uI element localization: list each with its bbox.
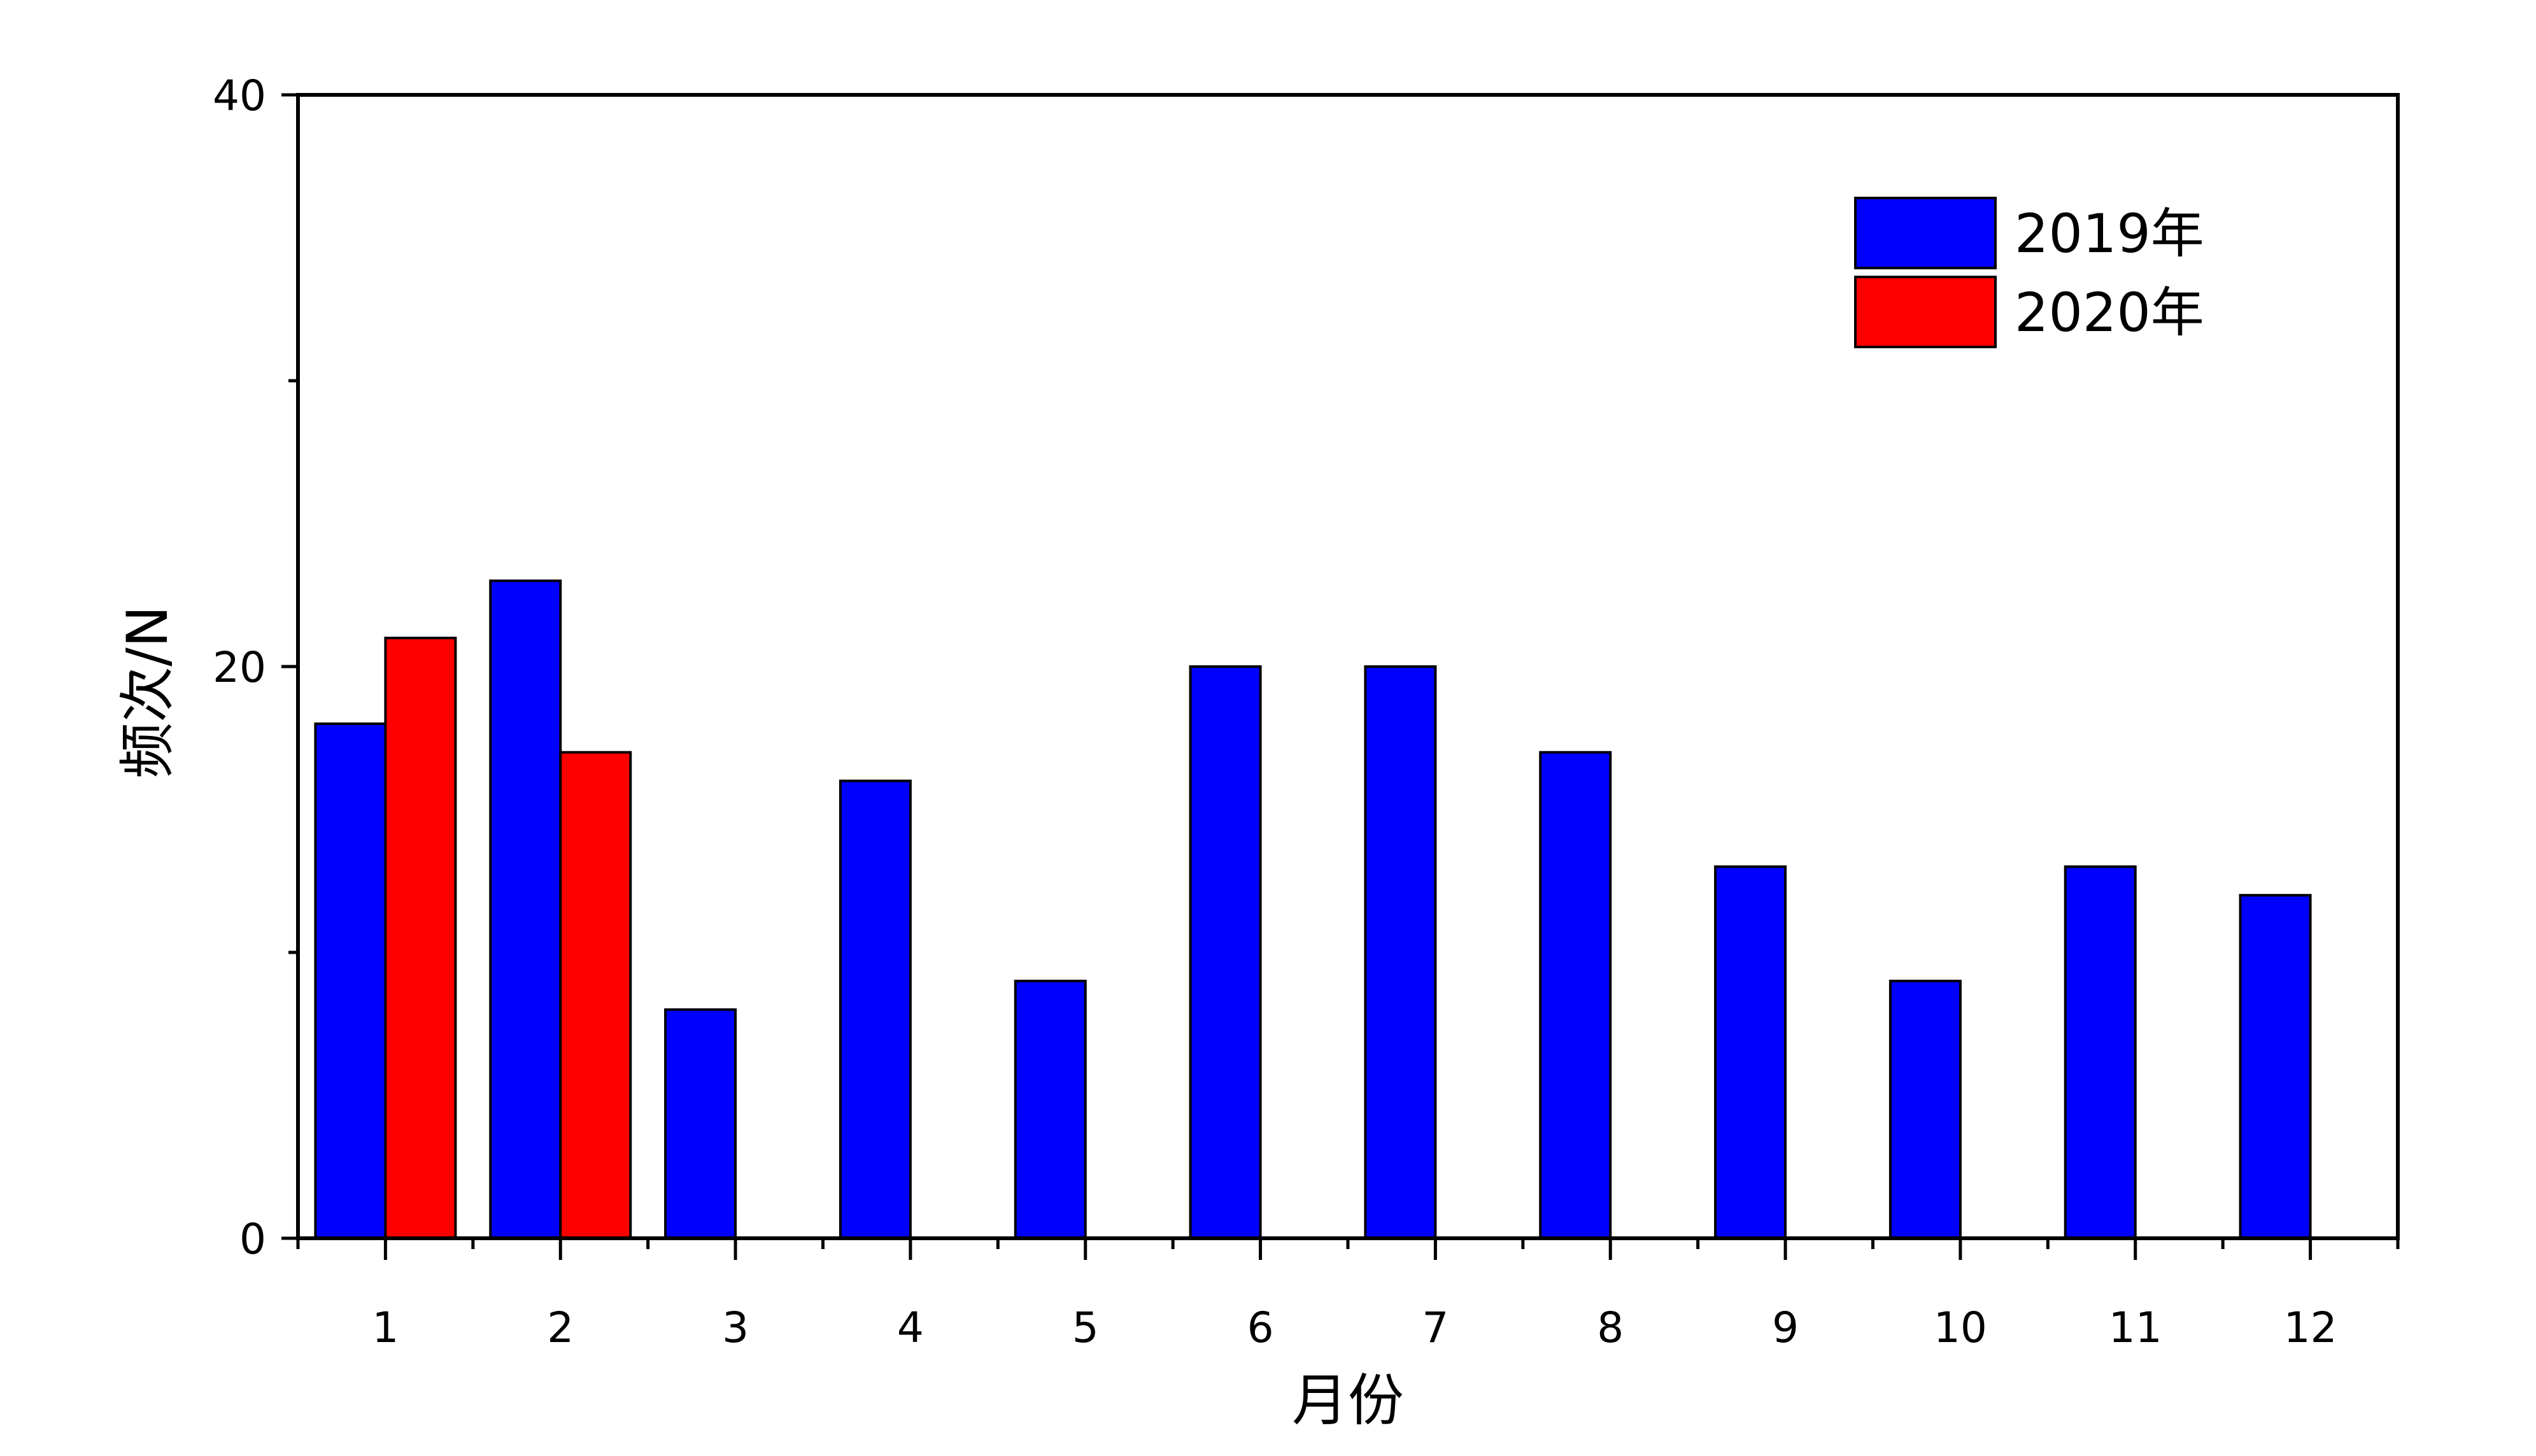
legend-swatch-2019年 [1854,197,1997,269]
x-tick-label: 8 [1597,1303,1624,1352]
bar-2019年-5 [1014,979,1087,1240]
bar-2019年-7 [1364,665,1437,1240]
bar-2019年-6 [1189,665,1262,1240]
x-tick-label: 11 [2109,1303,2162,1352]
x-tick-label: 9 [1772,1303,1799,1352]
bar-2019年-11 [2064,865,2137,1240]
bar-2019年-9 [1714,865,1787,1240]
y-tick-label: 40 [213,71,266,120]
bar-2019年-1 [314,722,387,1240]
x-tick-label: 6 [1247,1303,1274,1352]
y-tick-label: 20 [213,643,266,692]
x-tick-label: 12 [2284,1303,2337,1352]
x-tick-label: 1 [372,1303,399,1352]
bar-2019年-2 [489,579,562,1240]
x-tick-label: 10 [1934,1303,1987,1352]
legend-label-2019年: 2019年 [2015,202,2204,265]
legend-label-2020年: 2020年 [2015,281,2204,344]
y-tick-label: 0 [239,1215,266,1264]
bars-layer [314,579,2312,1240]
legend: 2019年 2020年 [1854,197,2204,348]
bar-2020年-1 [384,637,457,1240]
x-tick-label: 3 [722,1303,749,1352]
x-tick-label: 5 [1072,1303,1099,1352]
y-axis-title: 频次/N [115,605,180,778]
bar-2019年-10 [1888,979,1962,1240]
x-tick-label: 2 [547,1303,574,1352]
bar-2019年-8 [1539,751,1612,1240]
x-tick-label: 4 [897,1303,924,1352]
bar-2019年-4 [839,779,912,1240]
bar-2019年-12 [2239,894,2312,1240]
x-axis-title: 月份 [1292,1368,1404,1433]
legend-swatch-2020年 [1854,276,1997,348]
x-tick-label: 7 [1422,1303,1449,1352]
bar-2019年-3 [664,1008,737,1240]
bar-2020年-2 [559,751,632,1240]
